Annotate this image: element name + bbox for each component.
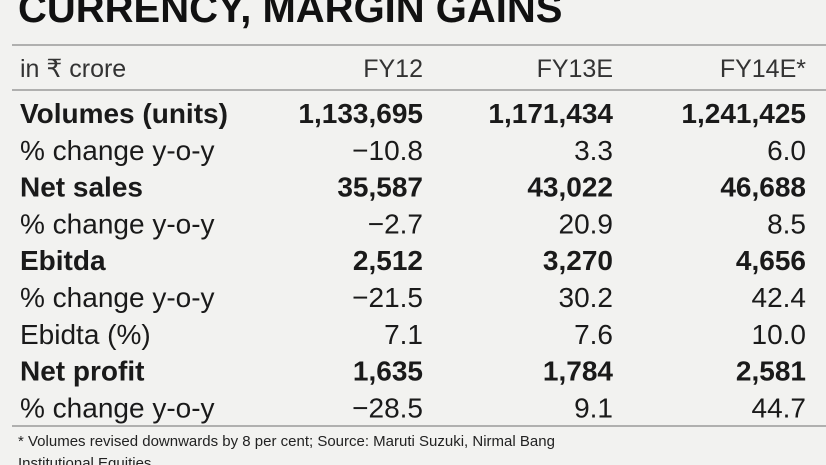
cell: 1,171,434 <box>488 98 613 129</box>
cell: 2,512 <box>353 245 423 276</box>
cell: 7.6 <box>574 319 613 350</box>
cell: −10.8 <box>352 135 423 166</box>
cell: 6.0 <box>767 135 806 166</box>
cell: 9.1 <box>574 392 613 423</box>
cell: 1,133,695 <box>298 98 423 129</box>
row-label: % change y-o-y <box>20 135 215 166</box>
row-label: % change y-o-y <box>20 392 215 423</box>
cell: 10.0 <box>752 319 807 350</box>
row-label: Volumes (units) <box>20 98 228 129</box>
title: CURRENCY, MARGIN GAINS <box>18 0 562 31</box>
cell: 1,784 <box>543 356 613 387</box>
cell: 30.2 <box>559 282 614 313</box>
cell: 1,635 <box>353 356 423 387</box>
column-header: FY14E* <box>720 55 806 83</box>
cell: 3.3 <box>574 135 613 166</box>
cell: 3,270 <box>543 245 613 276</box>
cell: 44.7 <box>752 392 807 423</box>
cell: 7.1 <box>384 319 423 350</box>
cell: 20.9 <box>559 208 614 239</box>
cell: 46,688 <box>720 172 806 203</box>
row-label: % change y-o-y <box>20 208 215 239</box>
cell: 8.5 <box>767 208 806 239</box>
row-label: Net sales <box>20 172 143 203</box>
row-label: Net profit <box>20 356 144 387</box>
cell: 2,581 <box>736 356 806 387</box>
footnote: Institutional Equities <box>18 455 151 465</box>
cell: 35,587 <box>337 172 423 203</box>
column-header: FY12 <box>363 55 423 83</box>
cell: −2.7 <box>368 208 423 239</box>
cell: −28.5 <box>352 392 423 423</box>
row-label: Ebitda <box>20 245 106 276</box>
header-label: in ₹ crore <box>20 55 126 83</box>
cell: 42.4 <box>752 282 807 313</box>
row-label: Ebidta (%) <box>20 319 151 350</box>
cell: −21.5 <box>352 282 423 313</box>
column-header: FY13E <box>537 55 613 83</box>
cell: 4,656 <box>736 245 806 276</box>
footnote: * Volumes revised downwards by 8 per cen… <box>18 433 555 450</box>
cell: 43,022 <box>527 172 613 203</box>
cell: 1,241,425 <box>681 98 806 129</box>
row-label: % change y-o-y <box>20 282 215 313</box>
